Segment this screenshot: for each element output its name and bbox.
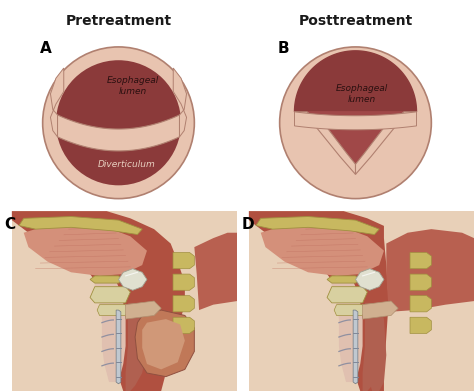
Polygon shape [334, 305, 365, 316]
Polygon shape [12, 211, 237, 391]
Text: C: C [5, 217, 16, 231]
Polygon shape [327, 287, 367, 303]
Circle shape [280, 47, 431, 199]
Polygon shape [294, 51, 417, 112]
Text: B: B [277, 41, 289, 56]
Polygon shape [194, 233, 237, 310]
Polygon shape [384, 211, 474, 391]
Polygon shape [90, 287, 130, 303]
Polygon shape [294, 112, 356, 174]
Text: Pretreatment: Pretreatment [65, 14, 172, 27]
Polygon shape [142, 319, 185, 369]
Text: Esophageal
lumen: Esophageal lumen [107, 76, 159, 96]
Polygon shape [356, 269, 384, 290]
Polygon shape [173, 253, 194, 269]
Polygon shape [173, 317, 194, 334]
Polygon shape [135, 310, 194, 377]
Text: D: D [242, 217, 255, 231]
Polygon shape [194, 211, 237, 391]
Polygon shape [95, 276, 126, 382]
Polygon shape [249, 211, 422, 391]
Polygon shape [12, 211, 185, 391]
Polygon shape [173, 274, 194, 290]
Polygon shape [118, 269, 147, 290]
Polygon shape [173, 296, 194, 312]
Polygon shape [410, 253, 431, 269]
Text: A: A [40, 41, 52, 56]
Polygon shape [90, 276, 123, 283]
Circle shape [43, 47, 194, 199]
Polygon shape [294, 112, 417, 130]
Polygon shape [410, 274, 431, 290]
Polygon shape [363, 301, 398, 319]
Polygon shape [332, 276, 363, 382]
Polygon shape [353, 310, 358, 384]
Text: Esophageal
lumen: Esophageal lumen [336, 84, 388, 104]
Polygon shape [57, 115, 180, 151]
Polygon shape [356, 112, 417, 174]
Polygon shape [19, 217, 142, 235]
Polygon shape [256, 217, 379, 235]
Polygon shape [97, 305, 128, 316]
Polygon shape [307, 112, 404, 164]
Polygon shape [24, 224, 147, 276]
Circle shape [56, 60, 181, 185]
Polygon shape [261, 224, 384, 276]
Polygon shape [126, 301, 161, 319]
Polygon shape [410, 317, 431, 334]
Polygon shape [116, 310, 121, 384]
Polygon shape [365, 319, 386, 391]
Polygon shape [410, 296, 431, 312]
Polygon shape [363, 303, 384, 391]
Polygon shape [173, 68, 187, 137]
Polygon shape [126, 303, 147, 391]
Polygon shape [249, 211, 474, 391]
Polygon shape [50, 68, 64, 137]
Polygon shape [327, 276, 360, 283]
Text: Posttreatment: Posttreatment [299, 14, 413, 27]
Text: Diverticulum: Diverticulum [98, 160, 155, 169]
Polygon shape [386, 229, 474, 312]
